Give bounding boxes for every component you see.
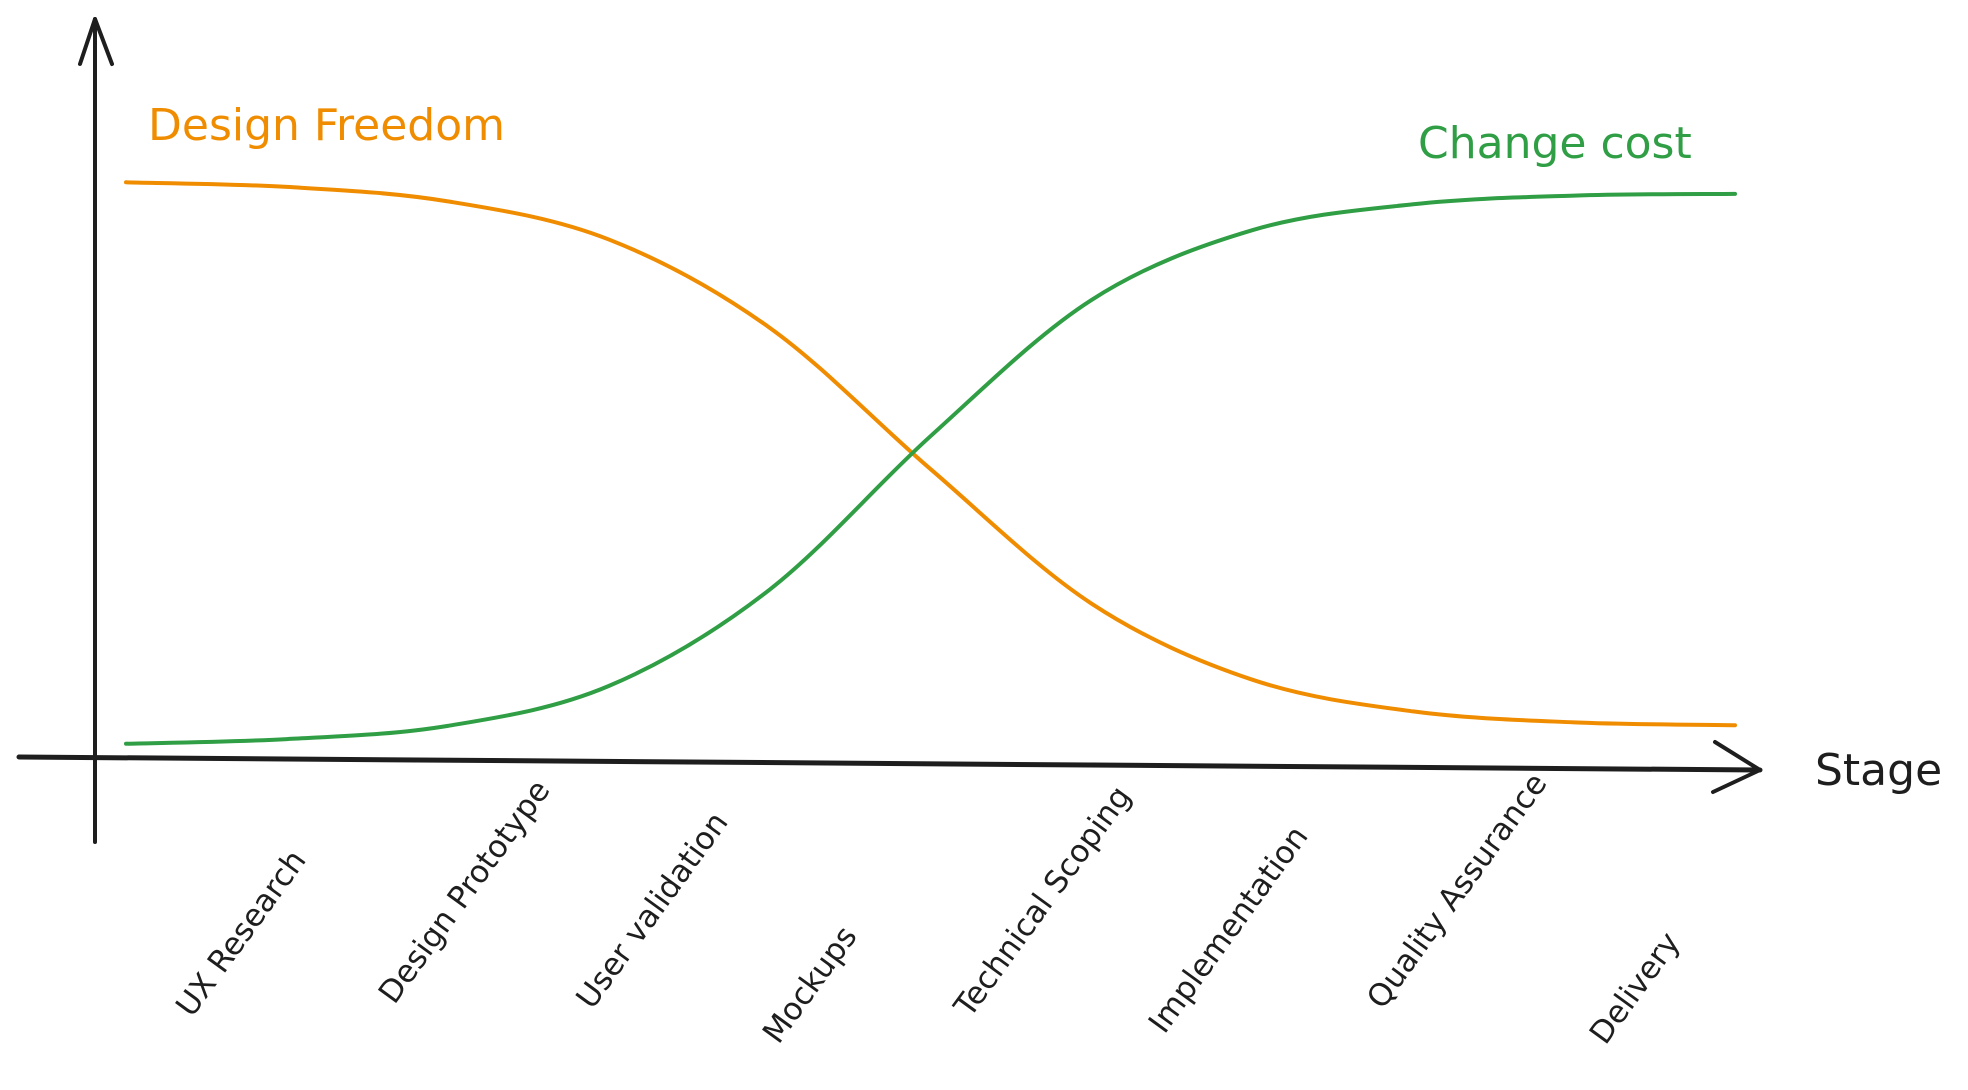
- y-axis-arrow-icon: [78, 17, 114, 66]
- tick-label: Mockups: [756, 920, 865, 1051]
- tick-label: User validation: [569, 806, 735, 1016]
- tick-label: Technical Scoping: [947, 780, 1139, 1025]
- series-line-design-freedom: [124, 180, 1737, 728]
- x-axis-label: Stage: [1815, 745, 1942, 796]
- series-line-change-cost: [124, 191, 1737, 746]
- x-axis: [16, 754, 1763, 773]
- tick-label: Quality Assurance: [1360, 767, 1554, 1016]
- tick-label: UX Research: [169, 844, 313, 1024]
- x-axis-arrow-icon: [1711, 740, 1762, 794]
- series-label-design-freedom: Design Freedom: [148, 100, 505, 151]
- tick-label: Implementation: [1142, 820, 1316, 1040]
- tick-label: Design Prototype: [372, 774, 558, 1011]
- series-label-change-cost: Change cost: [1418, 118, 1692, 169]
- tick-label: Delivery: [1583, 926, 1688, 1051]
